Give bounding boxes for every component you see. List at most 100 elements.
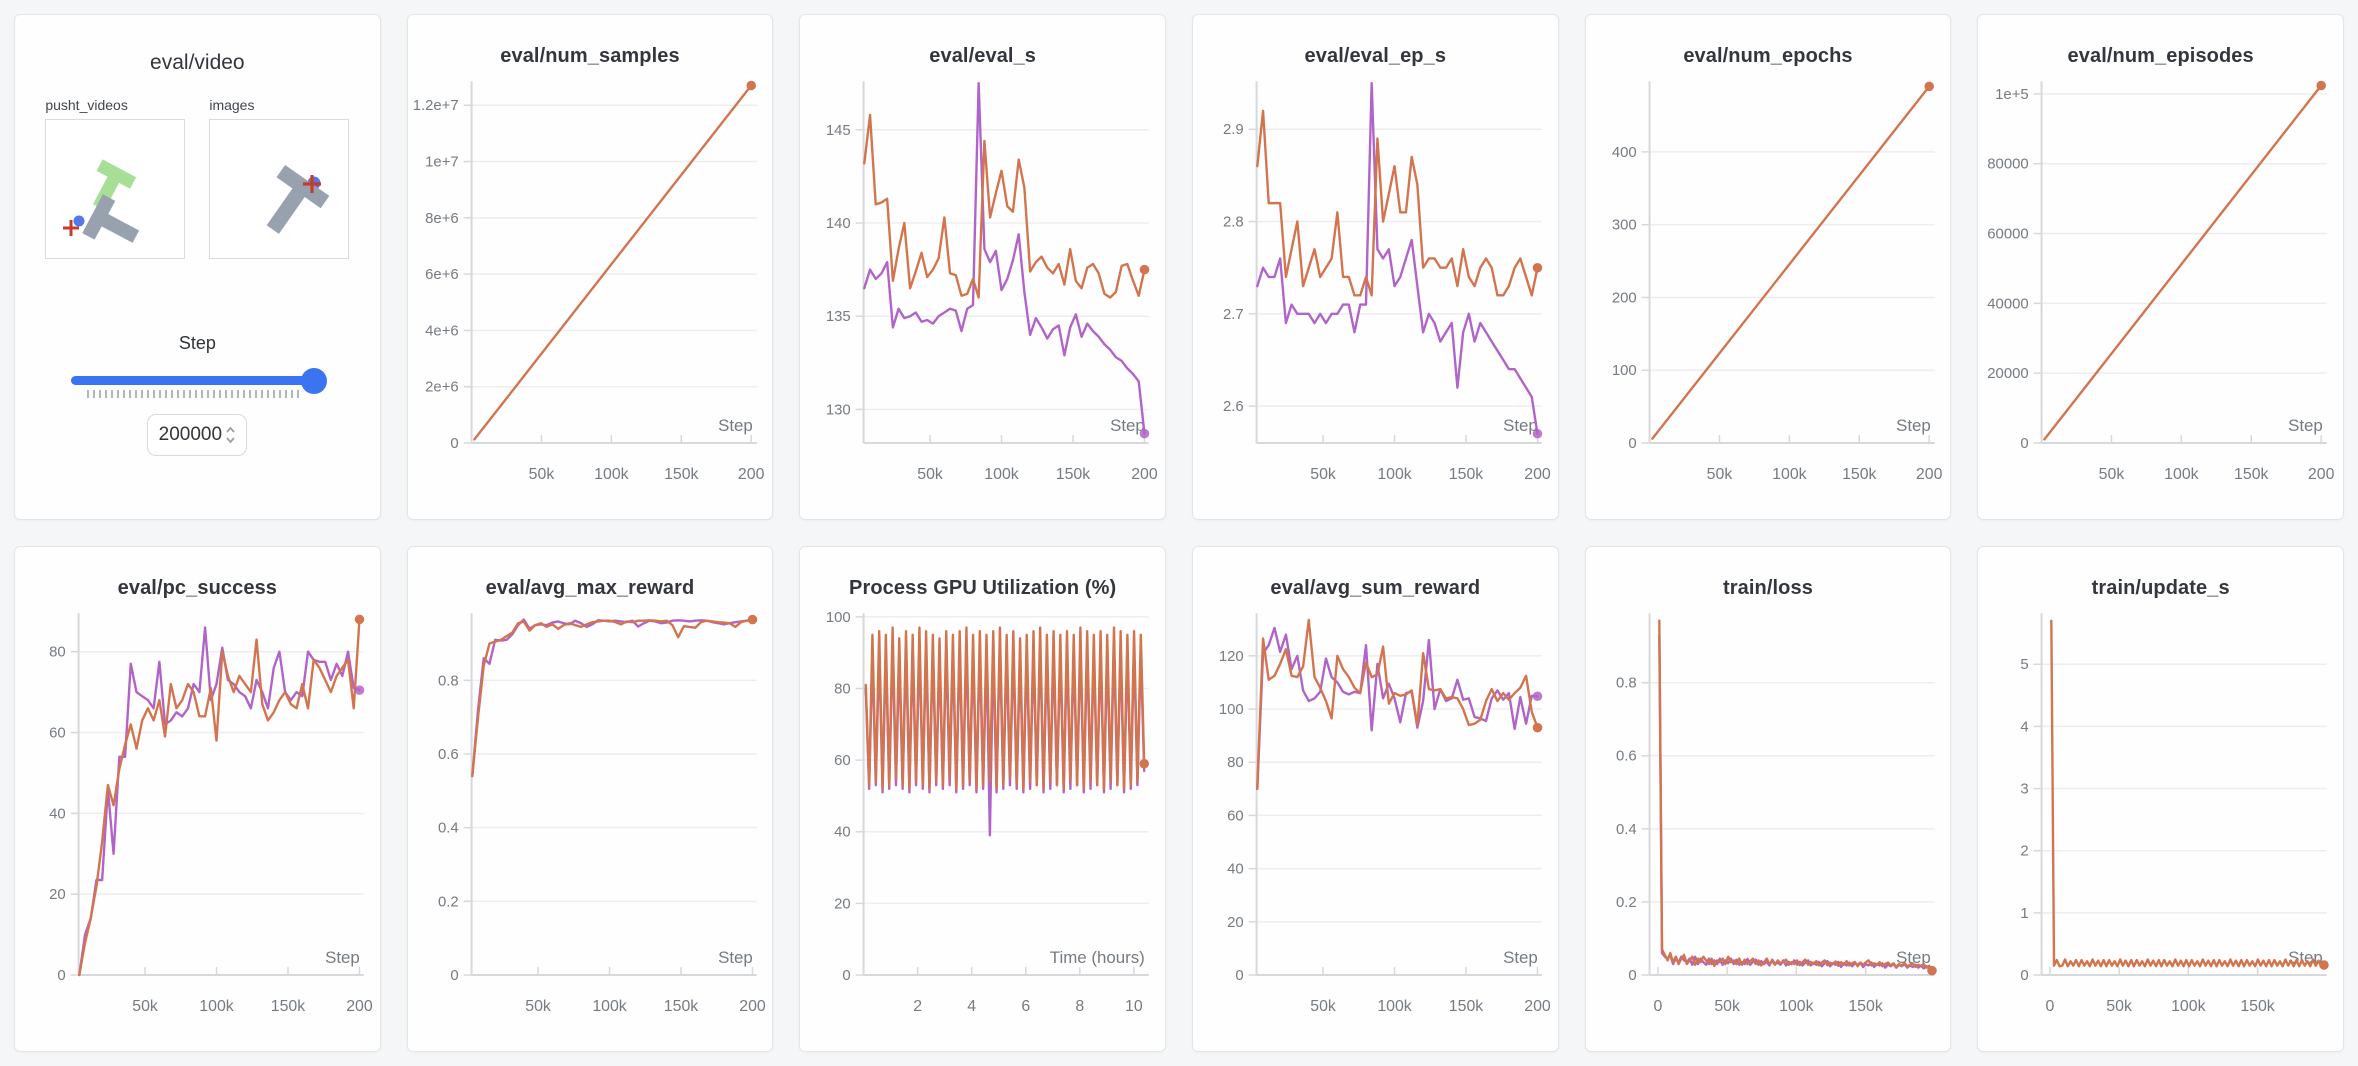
y-tick-label: 20000 — [1988, 366, 2029, 382]
series-end-dot-purple — [1532, 428, 1543, 439]
x-tick-label: 150k — [663, 998, 697, 1015]
chart-panel-eval-eval-s[interactable]: eval/eval_s 130 135 140 145 50k 100k 150k 200 Ste… — [799, 14, 1166, 520]
chart-title: eval/num_samples — [500, 45, 680, 67]
y-tick-label: 1 — [2021, 906, 2029, 922]
images-thumbnail[interactable] — [209, 119, 350, 259]
step-input[interactable]: 200000 — [147, 414, 248, 456]
series-line-orange — [864, 626, 1146, 790]
x-tick-label: 150k — [1848, 998, 1882, 1015]
chart-plot-eval-num-epochs: 0 100 200 300 400 50k 100k 150k 200 Step — [1611, 81, 1943, 483]
media-item-pusht-videos[interactable]: pusht_videos — [45, 97, 186, 259]
series-end-dot-orange — [354, 614, 365, 625]
chart-title: eval/eval_s — [929, 45, 1037, 67]
x-tick-label: 200 — [1524, 998, 1551, 1015]
y-tick-label: 2.9 — [1223, 122, 1244, 138]
x-axis-label: Step — [718, 948, 753, 967]
chart-panel-eval-num-episodes[interactable]: eval/num_episodes 0 20000 40000 60000 80000 1e… — [1977, 14, 2344, 520]
x-tick-label: 50k — [918, 466, 944, 483]
x-tick-label: 100k — [1779, 998, 1813, 1015]
pusht-video-thumbnail[interactable] — [45, 119, 186, 259]
y-tick-label: 1e+7 — [425, 154, 459, 170]
y-tick-label: 20 — [1227, 915, 1244, 931]
chart-plot-eval-num-samples: 0 2e+6 4e+6 6e+6 8e+6 1e+7 1.2e+7 50k 100k 150k 20… — [412, 80, 764, 483]
series-end-dot-orange — [2316, 80, 2327, 91]
series-end-dot-orange — [1139, 758, 1150, 769]
x-tick-label: 200 — [1916, 466, 1943, 483]
goal-cross-icon — [303, 175, 322, 193]
x-tick-label: 4 — [968, 998, 977, 1015]
step-input-value: 200000 — [158, 424, 223, 445]
x-tick-label: 50k — [528, 466, 554, 483]
series-line-orange — [1657, 619, 1933, 972]
y-tick-label: 0 — [2021, 436, 2029, 452]
x-tick-label: 50k — [1310, 998, 1336, 1015]
x-tick-label: 50k — [1714, 998, 1740, 1015]
y-tick-label: 0.8 — [1616, 676, 1637, 692]
x-axis-label: Step — [1503, 948, 1538, 967]
step-slider-track[interactable] — [71, 376, 324, 385]
step-slider-label: Step — [178, 333, 216, 353]
media-item-label: images — [209, 97, 255, 113]
y-tick-label: 200 — [1611, 290, 1636, 306]
chart-panel-train-update-s[interactable]: train/update_s 0 1 2 3 4 5 0 50k 100k 150k Step — [1977, 546, 2344, 1052]
y-tick-label: 400 — [1611, 145, 1636, 161]
media-item-label: pusht_videos — [45, 97, 128, 113]
series-line-orange — [1650, 85, 1931, 440]
x-tick-label: 100k — [2171, 998, 2205, 1015]
series-line-orange — [1256, 109, 1539, 297]
x-tick-label: 8 — [1076, 998, 1085, 1015]
x-tick-label: 100k — [1377, 466, 1411, 483]
x-tick-label: 6 — [1022, 998, 1031, 1015]
chart-panel-eval-eval-ep-s[interactable]: eval/eval_ep_s 2.6 2.7 2.8 2.9 50k 100k 150k 200… — [1191, 14, 1559, 520]
y-tick-label: 6e+6 — [425, 267, 459, 283]
chart-panel-eval-avg-max-reward[interactable]: eval/avg_max_reward 0 0.2 0.4 0.6 0.8 50k 100k 1… — [406, 546, 774, 1052]
panel-eval-video[interactable]: eval/video pusht_videos — [14, 14, 381, 520]
y-tick-label: 8e+6 — [425, 211, 459, 227]
chart-panel-eval-num-samples[interactable]: eval/num_samples 0 2e+6 4e+6 6e+6 8e+6 1e+7 1.2… — [406, 14, 774, 520]
media-item-images[interactable]: images — [209, 97, 350, 259]
series-line-orange — [78, 618, 361, 977]
chart-title: eval/pc_success — [117, 577, 278, 599]
series-line-purple — [470, 618, 754, 778]
series-end-dot-orange — [1140, 264, 1150, 275]
chart-title: eval/eval_ep_s — [1304, 45, 1447, 67]
x-tick-label: 100k — [985, 466, 1019, 483]
chart-panel-process-gpu-utilization[interactable]: Process GPU Utilization (%) 0 20 40 60 80 100 2… — [799, 546, 1166, 1052]
chart-panel-eval-num-epochs[interactable]: eval/num_epochs 0 100 200 300 400 50k 100k 150k 2… — [1584, 14, 1952, 520]
x-tick-label: 100k — [594, 466, 628, 483]
chart-panel-eval-pc-success[interactable]: eval/pc_success 0 20 40 60 80 50k 100k 150k 200 St… — [14, 546, 381, 1052]
x-tick-label: 50k — [525, 998, 551, 1015]
y-tick-label: 0.2 — [1616, 895, 1637, 911]
series-end-dot-orange — [747, 614, 757, 625]
y-tick-label: 140 — [826, 216, 851, 232]
y-tick-label: 0.2 — [438, 894, 459, 910]
stepper-arrows[interactable] — [225, 425, 236, 445]
step-slider-handle[interactable] — [301, 368, 328, 394]
media-panel-title: eval/video — [150, 51, 245, 74]
y-tick-label: 4 — [2021, 719, 2029, 735]
y-tick-label: 100 — [826, 610, 851, 626]
x-tick-label: 150k — [664, 466, 698, 483]
y-tick-label: 0 — [1628, 436, 1636, 452]
series-end-dot-orange — [1926, 965, 1937, 976]
x-axis-label: Step — [1110, 416, 1145, 435]
y-tick-label: 0.4 — [1616, 822, 1637, 838]
y-tick-label: 0 — [1235, 968, 1243, 984]
x-tick-label: 150k — [2234, 466, 2268, 483]
series-line-orange — [2043, 84, 2323, 441]
y-tick-label: 40 — [834, 825, 851, 841]
step-slider[interactable] — [71, 368, 328, 398]
chart-panel-eval-avg-sum-reward[interactable]: eval/avg_sum_reward 0 20 40 60 80 100 120 50k 100… — [1191, 546, 1559, 1052]
y-tick-label: 40 — [1227, 862, 1244, 878]
chart-plot-eval-avg-max-reward: 0 0.2 0.4 0.6 0.8 50k 100k 150k 200 Step — [438, 613, 766, 1015]
series-line-orange — [2050, 619, 2326, 968]
chevron-up-down-icon — [226, 426, 235, 444]
x-tick-label: 50k — [2107, 998, 2133, 1015]
y-tick-label: 60 — [49, 725, 66, 741]
y-tick-label: 0 — [450, 968, 458, 984]
series-line-orange — [472, 84, 753, 441]
chart-plot-eval-eval-s: 130 135 140 145 50k 100k 150k 200 Step — [826, 81, 1158, 483]
x-tick-label: 50k — [1310, 466, 1336, 483]
chart-panel-train-loss[interactable]: train/loss 0 0.2 0.4 0.6 0.8 0 50k 100k 150k Step — [1584, 546, 1952, 1052]
